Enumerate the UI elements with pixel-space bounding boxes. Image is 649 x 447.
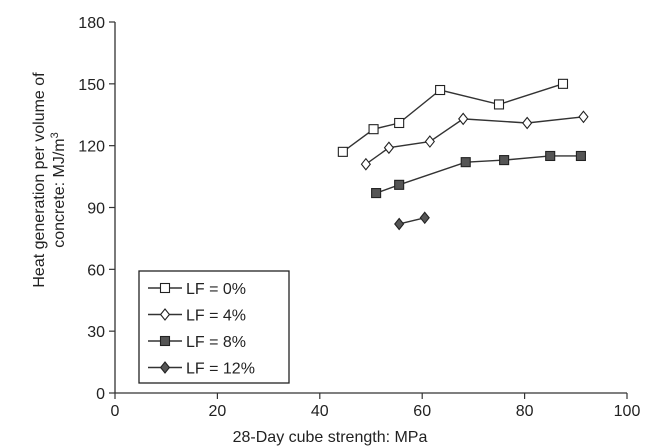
y-tick-label: 30 — [87, 324, 105, 341]
x-tick-label: 0 — [111, 403, 120, 420]
series-3-line — [375, 155, 581, 194]
legend-label: LF = 4% — [186, 308, 246, 325]
series-2 — [360, 110, 589, 171]
y-tick-label: 150 — [78, 77, 105, 94]
series-1-point-marker — [394, 117, 405, 129]
x-tick-label: 40 — [311, 403, 329, 420]
series-2-line — [365, 116, 584, 165]
legend-swatch-marker — [159, 308, 171, 321]
series-2-point-marker — [458, 112, 469, 126]
series-1-point-marker — [368, 124, 379, 135]
legend-label: LF = 0% — [186, 281, 246, 298]
y-axis-label-line1: Heat generation per volume of — [31, 72, 48, 288]
series-2-point-marker — [522, 116, 533, 130]
series-3-point-marker — [371, 188, 382, 199]
y-axis-label-line2-text: concrete: MJ/m — [51, 138, 68, 247]
series-3-point-marker — [575, 150, 586, 162]
legend-label: LF = 8% — [186, 334, 246, 351]
series-2-point-marker — [383, 141, 395, 155]
series-layer — [337, 78, 589, 231]
y-tick-label: 180 — [78, 15, 105, 32]
series-2-point-marker — [578, 110, 589, 124]
series-4-point-marker — [419, 211, 430, 225]
legend-entry-1: LF = 0% — [148, 281, 246, 298]
x-tick-label: 80 — [516, 403, 534, 420]
y-tick-label: 120 — [78, 139, 105, 156]
x-tick-label: 100 — [614, 403, 641, 420]
y-axis-label-line2: concrete: MJ/m3 — [49, 132, 68, 247]
series-1-point-marker — [557, 78, 569, 89]
series-4 — [394, 211, 430, 231]
series-1-line — [342, 83, 564, 153]
series-3 — [371, 150, 586, 199]
series-3-point-marker — [394, 179, 405, 190]
series-1-point-marker — [337, 146, 348, 157]
series-3-point-marker — [499, 155, 510, 166]
y-tick-label: 0 — [96, 386, 105, 403]
legend-swatch-marker — [159, 282, 171, 294]
series-2-point-marker — [424, 135, 435, 148]
ticks: 0 20 40 60 80 100 0 30 60 90 120 150 180 — [78, 15, 640, 420]
x-tick-label: 20 — [209, 403, 227, 420]
legend-entry-4: LF = 12% — [148, 361, 255, 378]
series-1-point-marker — [435, 84, 446, 96]
series-3-point-marker — [460, 157, 471, 168]
legend-entry-3: LF = 8% — [148, 334, 246, 351]
legend-entry-2: LF = 4% — [148, 308, 246, 325]
series-1-point-marker — [493, 99, 505, 110]
y-tick-label: 60 — [87, 262, 105, 279]
legend-label: LF = 12% — [186, 361, 255, 378]
series-3-point-marker — [545, 150, 556, 162]
series-2-point-marker — [360, 157, 371, 171]
series-4-point-marker — [394, 217, 405, 231]
x-axis-label: 28-Day cube strength: MPa — [233, 429, 428, 446]
y-axis-label-superscript: 3 — [49, 132, 61, 138]
legend: LF = 0% LF = 4% LF = 8% LF = 12% — [138, 270, 290, 384]
y-tick-label: 90 — [87, 201, 105, 218]
series-1 — [337, 78, 569, 157]
legend-swatch-marker — [159, 361, 171, 374]
x-tick-label: 60 — [413, 403, 431, 420]
legend-swatch-marker — [159, 335, 171, 347]
